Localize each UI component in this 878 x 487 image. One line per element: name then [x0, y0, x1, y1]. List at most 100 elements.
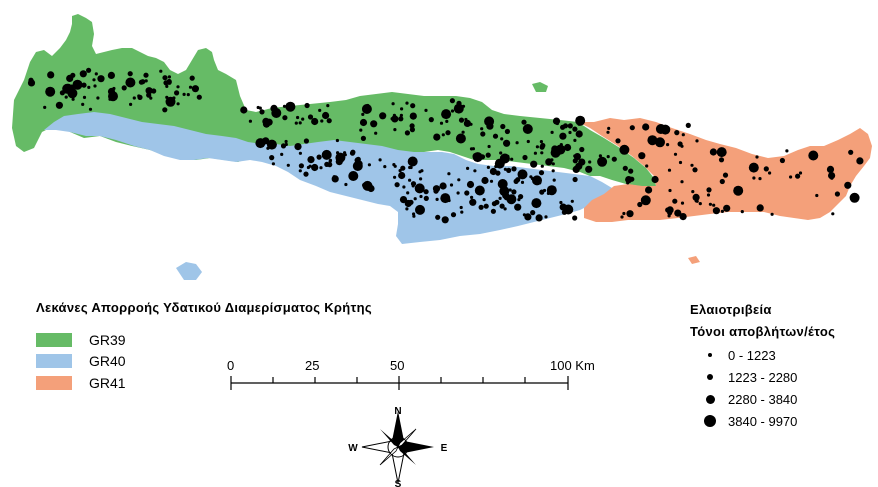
- olive-mill-point: [298, 169, 302, 173]
- olive-mill-point: [506, 154, 510, 158]
- olive-mill-point: [499, 203, 505, 209]
- olive-mill-point: [189, 75, 195, 81]
- olive-mill-point: [539, 189, 545, 195]
- olive-mill-point: [121, 85, 127, 91]
- olive-mill-point: [486, 122, 494, 130]
- olive-mill-point: [176, 102, 180, 106]
- olive-mill-point: [469, 122, 473, 126]
- olive-mill-point: [92, 78, 96, 82]
- olive-mill-point: [271, 162, 275, 166]
- olive-mill-point: [559, 200, 563, 205]
- olive-class-2-label: 1223 - 2280: [728, 369, 798, 385]
- olive-mill-point: [826, 165, 835, 173]
- olive-mill-point: [159, 69, 163, 73]
- olive-mill-point: [285, 101, 296, 112]
- olive-mill-point: [522, 124, 533, 134]
- olive-mill-point: [768, 171, 772, 175]
- olive-mill-point: [267, 143, 271, 147]
- olive-mill-point: [651, 175, 659, 184]
- olive-mill-point: [692, 193, 700, 201]
- olive-mill-point: [248, 119, 252, 123]
- olive-mill-point: [132, 96, 136, 100]
- olive-mill-point: [655, 124, 666, 134]
- olive-mill-point: [606, 130, 610, 134]
- olive-mill-point: [755, 155, 759, 159]
- olive-mill-point: [378, 158, 382, 162]
- olive-mill-point: [815, 193, 819, 198]
- olive-mill-point: [480, 131, 486, 137]
- olive-mill-point: [320, 119, 324, 123]
- olive-mill-point: [399, 113, 403, 117]
- olive-mill-point: [282, 104, 287, 108]
- olive-mill-point: [318, 108, 322, 112]
- east-label: E: [441, 443, 448, 454]
- olive-mill-point: [165, 84, 169, 88]
- olive-mill-point: [343, 151, 347, 155]
- olive-mill-point: [486, 165, 490, 169]
- olive-mill-point: [441, 216, 449, 224]
- olive-mill-point: [367, 163, 371, 167]
- olive-mill-point: [107, 71, 115, 79]
- olive-mill-point: [531, 198, 542, 209]
- olive-class-4: 3840 - 9970: [700, 413, 797, 429]
- olive-mill-point: [412, 214, 416, 218]
- olive-mill-point: [716, 147, 727, 158]
- olive-mill-point: [458, 134, 464, 140]
- olive-mill-point: [629, 176, 635, 182]
- olive-mill-point: [615, 138, 621, 144]
- olive-mill-point: [489, 179, 494, 183]
- olive-mill-point: [723, 204, 731, 212]
- olive-mill-point: [551, 162, 555, 166]
- olive-mill-point: [286, 163, 290, 167]
- olive-mill-point: [304, 102, 310, 109]
- olive-mill-point: [143, 72, 149, 78]
- scale-bar: [230, 376, 569, 390]
- olive-mill-point: [504, 128, 510, 135]
- olive-mill-point: [588, 160, 592, 164]
- olive-mill-point: [666, 143, 670, 147]
- olive-mill-point: [174, 90, 180, 96]
- olive-mill-point: [166, 78, 172, 85]
- olive-mill-point: [500, 137, 504, 141]
- olive-mill-point: [579, 146, 585, 153]
- size-dot-icon: [705, 394, 715, 404]
- olive-mill-point: [466, 180, 475, 189]
- olive-mill-point: [445, 130, 451, 136]
- olive-mill-point: [96, 96, 100, 100]
- olive-mill-point: [533, 151, 538, 155]
- olive-mill-point: [677, 141, 683, 147]
- olive-mill-point: [450, 109, 455, 113]
- olive-mill-point: [575, 130, 583, 138]
- olive-mill-point: [674, 130, 680, 136]
- olive-mill-point: [404, 130, 410, 136]
- olive-mill-point: [540, 151, 544, 155]
- olive-mill-point: [647, 135, 658, 146]
- olive-mill-point: [399, 196, 408, 204]
- olive-mill-point: [67, 88, 78, 99]
- olive-mill-point: [673, 152, 678, 156]
- olive-mill-point: [626, 210, 634, 218]
- olive-mill-point: [522, 154, 528, 161]
- olive-mill-point: [510, 157, 514, 161]
- olive-mill-point: [87, 85, 91, 89]
- olive-mill-point: [137, 94, 143, 100]
- olive-mill-point: [550, 130, 554, 134]
- olive-mill-point: [559, 132, 567, 140]
- olive-mill-point: [394, 182, 400, 188]
- olive-mill-point: [326, 118, 332, 124]
- olive-mill-point: [445, 119, 449, 123]
- olive-mill-point: [628, 168, 634, 174]
- olive-mill-point: [298, 151, 302, 155]
- olive-mill-point: [520, 180, 525, 184]
- basin-legend-item-gr39: GR39: [36, 331, 126, 349]
- olive-mill-point: [740, 210, 744, 214]
- olive-mill-point: [361, 112, 365, 116]
- olive-mill-point: [424, 108, 428, 112]
- olive-mill-point: [411, 184, 415, 188]
- olive-mill-point: [575, 162, 583, 170]
- olive-mill-point: [79, 70, 87, 78]
- olive-mill-point: [497, 179, 508, 189]
- olive-mill-point: [188, 85, 193, 89]
- olive-mill-point: [408, 178, 412, 182]
